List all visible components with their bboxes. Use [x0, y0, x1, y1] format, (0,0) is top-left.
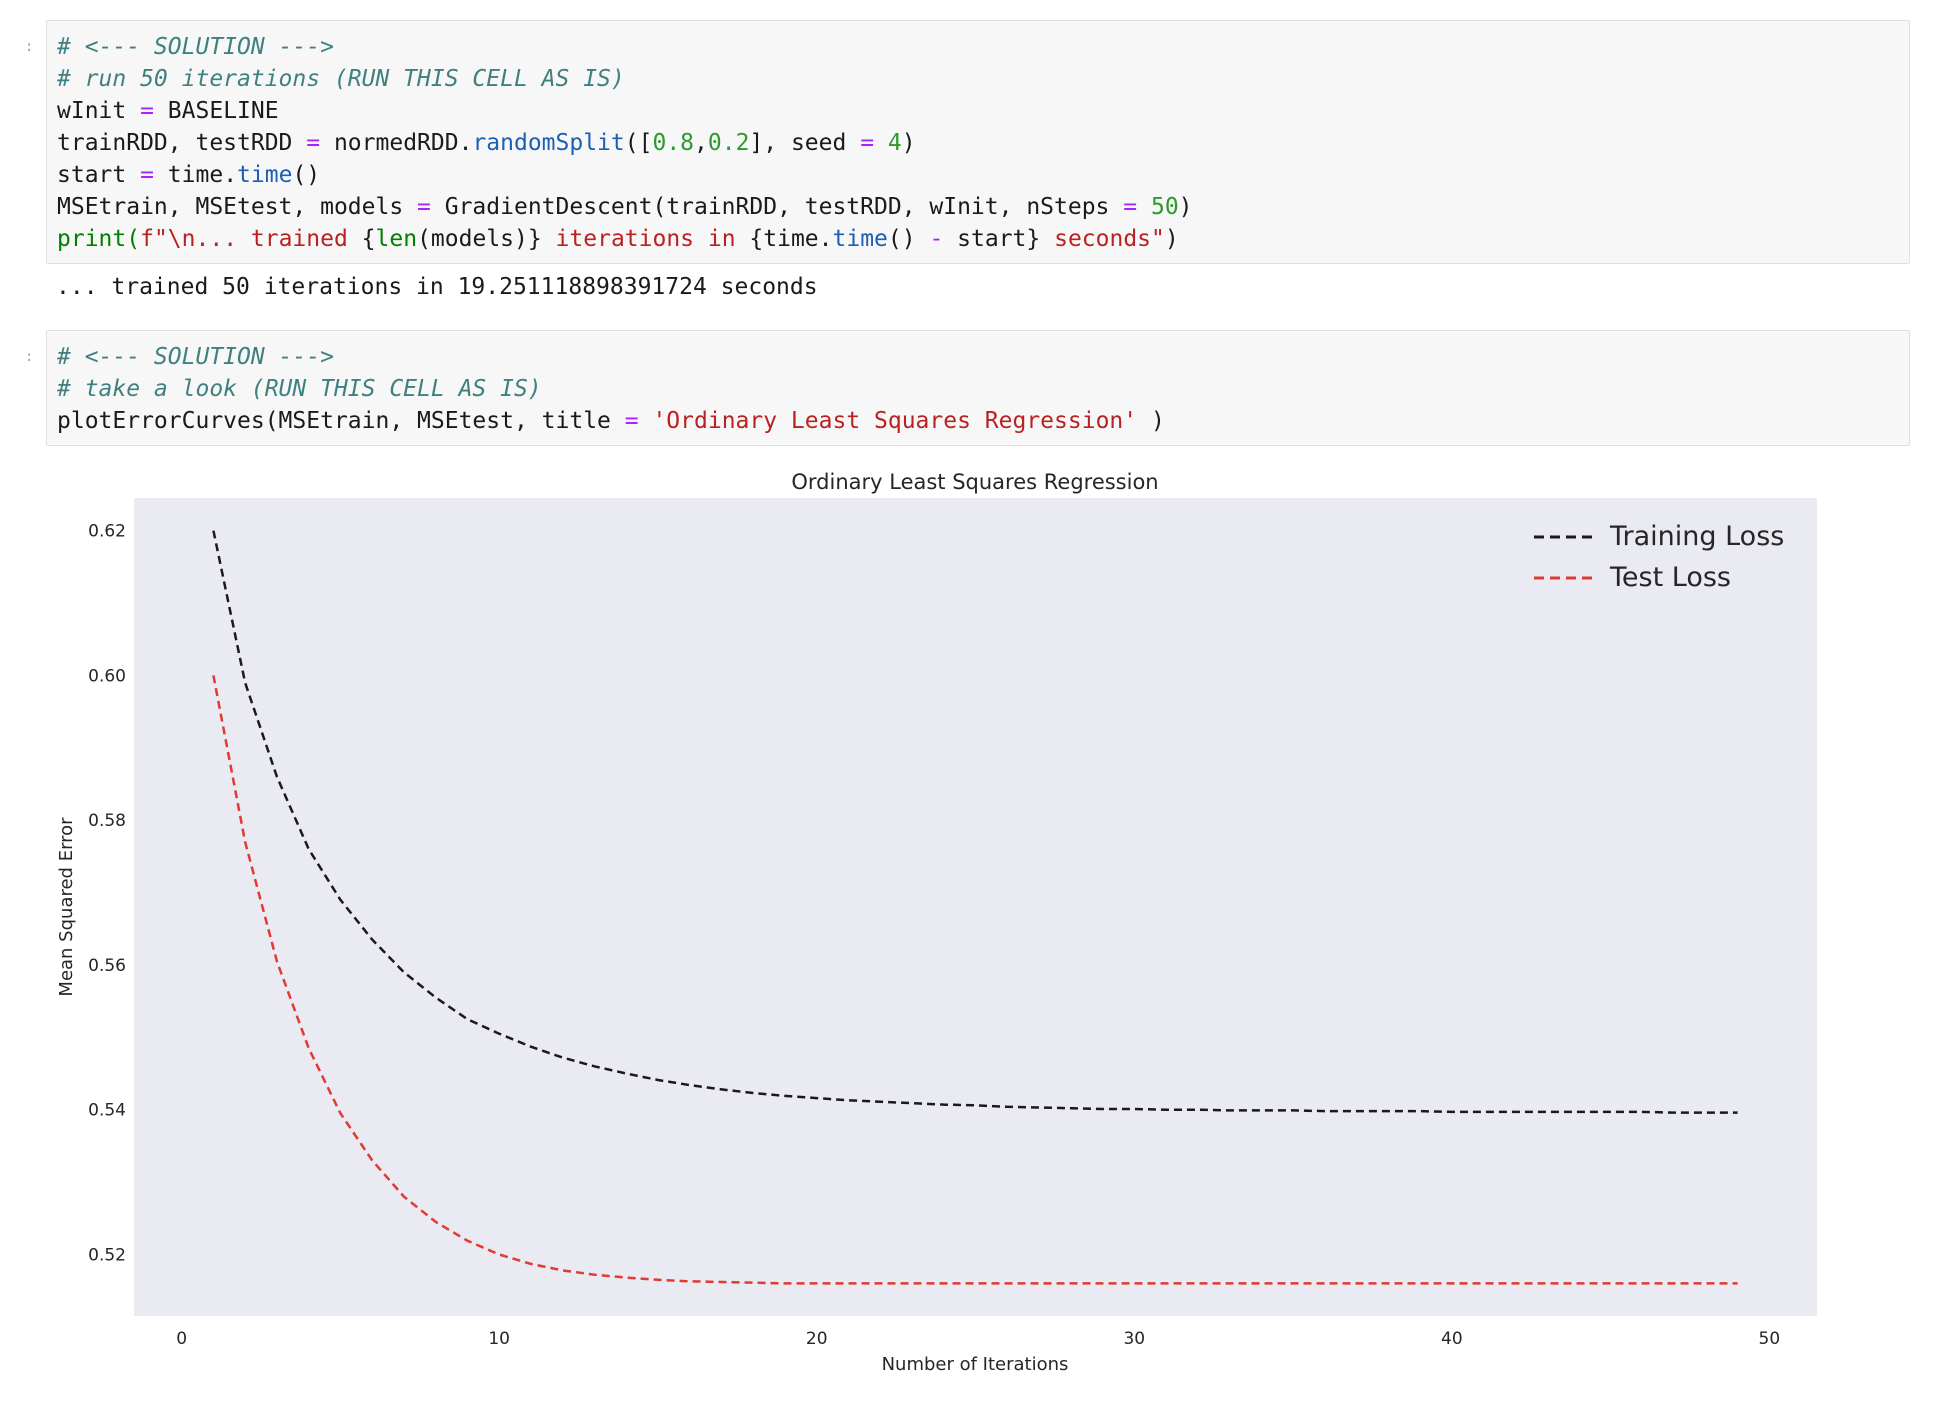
code-token: # run 50 iterations (RUN THIS CELL AS IS…	[57, 66, 625, 92]
x-tick-label: 20	[806, 1329, 828, 1349]
y-tick-label: 0.54	[88, 1101, 126, 1121]
code-token: # <--- SOLUTION --->	[57, 34, 334, 60]
code-token: ([	[624, 130, 653, 156]
code-token: iterations in	[541, 226, 750, 252]
code-token: # <--- SOLUTION --->	[57, 344, 334, 370]
code-line: plotErrorCurves(MSEtrain, MSEtest, title…	[57, 405, 1165, 437]
code-token: =	[1123, 194, 1138, 220]
code-token: 4	[887, 130, 902, 156]
x-axis-ticks: 0 10 20 30 40 50	[176, 1329, 1780, 1349]
code-token: =	[417, 194, 431, 220]
code-token: ()	[292, 162, 321, 188]
code-token: print	[57, 226, 127, 252]
code-token: )	[901, 130, 916, 156]
code-token: {	[361, 226, 376, 252]
code-token: {time.	[749, 226, 833, 252]
code-token	[874, 130, 888, 156]
series-lines	[212, 530, 1738, 1285]
code-token: -	[929, 226, 944, 252]
code-token: BASELINE	[153, 98, 279, 124]
code-token: =	[140, 162, 154, 188]
code-token: seconds"	[1040, 226, 1165, 252]
code-token: time.	[153, 162, 238, 188]
cell-output-text: ... trained 50 iterations in 19.25111889…	[56, 274, 818, 300]
y-tick-label: 0.62	[88, 522, 126, 542]
code-token	[1137, 194, 1151, 220]
y-tick-label: 0.60	[88, 666, 126, 686]
y-tick-label: 0.52	[88, 1245, 126, 1265]
code-line: # <--- SOLUTION --->	[57, 341, 334, 373]
code-line: MSEtrain, MSEtest, models = GradientDesc…	[57, 191, 1193, 223]
code-token: 0.8	[652, 130, 695, 156]
code-token: )	[1178, 194, 1193, 220]
code-token: ()	[887, 226, 930, 252]
code-token: (	[126, 226, 141, 252]
code-token: )	[1164, 226, 1179, 252]
code-token: start}	[943, 226, 1041, 252]
x-tick-label: 0	[176, 1329, 187, 1349]
code-token: time	[832, 226, 888, 252]
code-line: wInit = BASELINE	[57, 95, 279, 127]
code-token: randomSplit	[472, 130, 625, 156]
code-token: trainRDD, testRDD	[57, 130, 307, 156]
x-tick-label: 40	[1441, 1329, 1463, 1349]
code-token: =	[860, 130, 875, 156]
code-token: =	[140, 98, 154, 124]
code-token: MSEtrain, MSEtest, models	[57, 194, 418, 220]
code-token: (models)}	[417, 226, 542, 252]
error-curves-chart: Ordinary Least Squares Regression Number…	[56, 470, 1817, 1375]
legend-label-training: Training Loss	[1609, 521, 1784, 552]
code-line: start = time.time()	[57, 159, 320, 191]
test-loss-line	[212, 675, 1738, 1285]
code-token: normedRDD.	[320, 130, 473, 156]
code-token: wInit	[57, 98, 141, 124]
y-tick-label: 0.58	[88, 811, 126, 831]
code-token: GradientDescent(trainRDD, testRDD, wInit…	[430, 194, 1124, 220]
legend: Training Loss Test Loss	[1534, 521, 1784, 593]
code-line: # <--- SOLUTION --->	[57, 31, 334, 63]
code-token: # take a look (RUN THIS CELL AS IS)	[57, 376, 542, 402]
legend-label-test: Test Loss	[1609, 562, 1731, 593]
y-axis-label: Mean Squared Error	[56, 817, 77, 997]
x-tick-label: 10	[488, 1329, 510, 1349]
code-cell-2[interactable]: : # <--- SOLUTION ---> # take a look (RUN…	[25, 330, 1910, 446]
plot-area	[134, 498, 1817, 1316]
code-token: start	[57, 162, 141, 188]
code-token: =	[624, 408, 639, 434]
y-axis-ticks: 0.52 0.54 0.56 0.58 0.60 0.62	[88, 522, 126, 1266]
chart-title: Ordinary Least Squares Regression	[791, 470, 1158, 494]
code-line: # take a look (RUN THIS CELL AS IS)	[57, 373, 542, 405]
code-line: # run 50 iterations (RUN THIS CELL AS IS…	[57, 63, 625, 95]
code-token: 50	[1150, 194, 1179, 220]
cell-prompt: :	[25, 349, 34, 365]
x-tick-label: 30	[1123, 1329, 1145, 1349]
code-line: trainRDD, testRDD = normedRDD.randomSpli…	[57, 127, 916, 159]
code-token: ,	[694, 130, 708, 156]
code-cell-1[interactable]: : # <--- SOLUTION ---> # run 50 iteration…	[25, 20, 1910, 264]
y-tick-label: 0.56	[88, 956, 126, 976]
code-token: len	[375, 226, 418, 252]
code-token: =	[306, 130, 321, 156]
x-tick-label: 50	[1759, 1329, 1781, 1349]
x-axis-label: Number of Iterations	[882, 1354, 1069, 1375]
cell-prompt: :	[25, 39, 34, 55]
code-token: )	[1137, 408, 1165, 434]
code-token: plotErrorCurves(MSEtrain, MSEtest, title	[57, 408, 625, 434]
code-token: 'Ordinary Least Squares Regression'	[652, 408, 1138, 434]
code-token	[639, 408, 653, 434]
code-token: 0.2	[707, 130, 750, 156]
code-token: time	[237, 162, 293, 188]
code-line: print(f"\n... trained {len(models)} iter…	[57, 223, 1179, 255]
code-token: ], seed	[749, 130, 861, 156]
code-token: f"\n... trained	[140, 226, 362, 252]
